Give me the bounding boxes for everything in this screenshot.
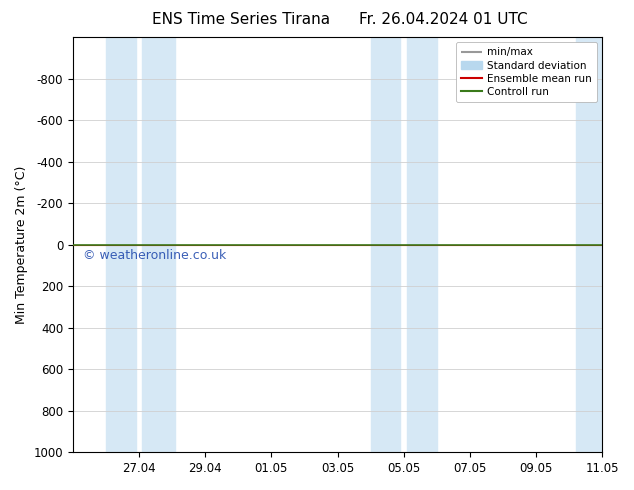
Y-axis label: Min Temperature 2m (°C): Min Temperature 2m (°C) bbox=[15, 166, 28, 324]
Bar bbox=[106, 37, 136, 452]
Bar bbox=[407, 37, 437, 452]
Bar bbox=[576, 37, 602, 452]
Text: Fr. 26.04.2024 01 UTC: Fr. 26.04.2024 01 UTC bbox=[359, 12, 528, 27]
Bar bbox=[371, 37, 401, 452]
Text: © weatheronline.co.uk: © weatheronline.co.uk bbox=[84, 248, 227, 262]
Bar bbox=[143, 37, 176, 452]
Legend: min/max, Standard deviation, Ensemble mean run, Controll run: min/max, Standard deviation, Ensemble me… bbox=[456, 42, 597, 102]
Text: ENS Time Series Tirana: ENS Time Series Tirana bbox=[152, 12, 330, 27]
